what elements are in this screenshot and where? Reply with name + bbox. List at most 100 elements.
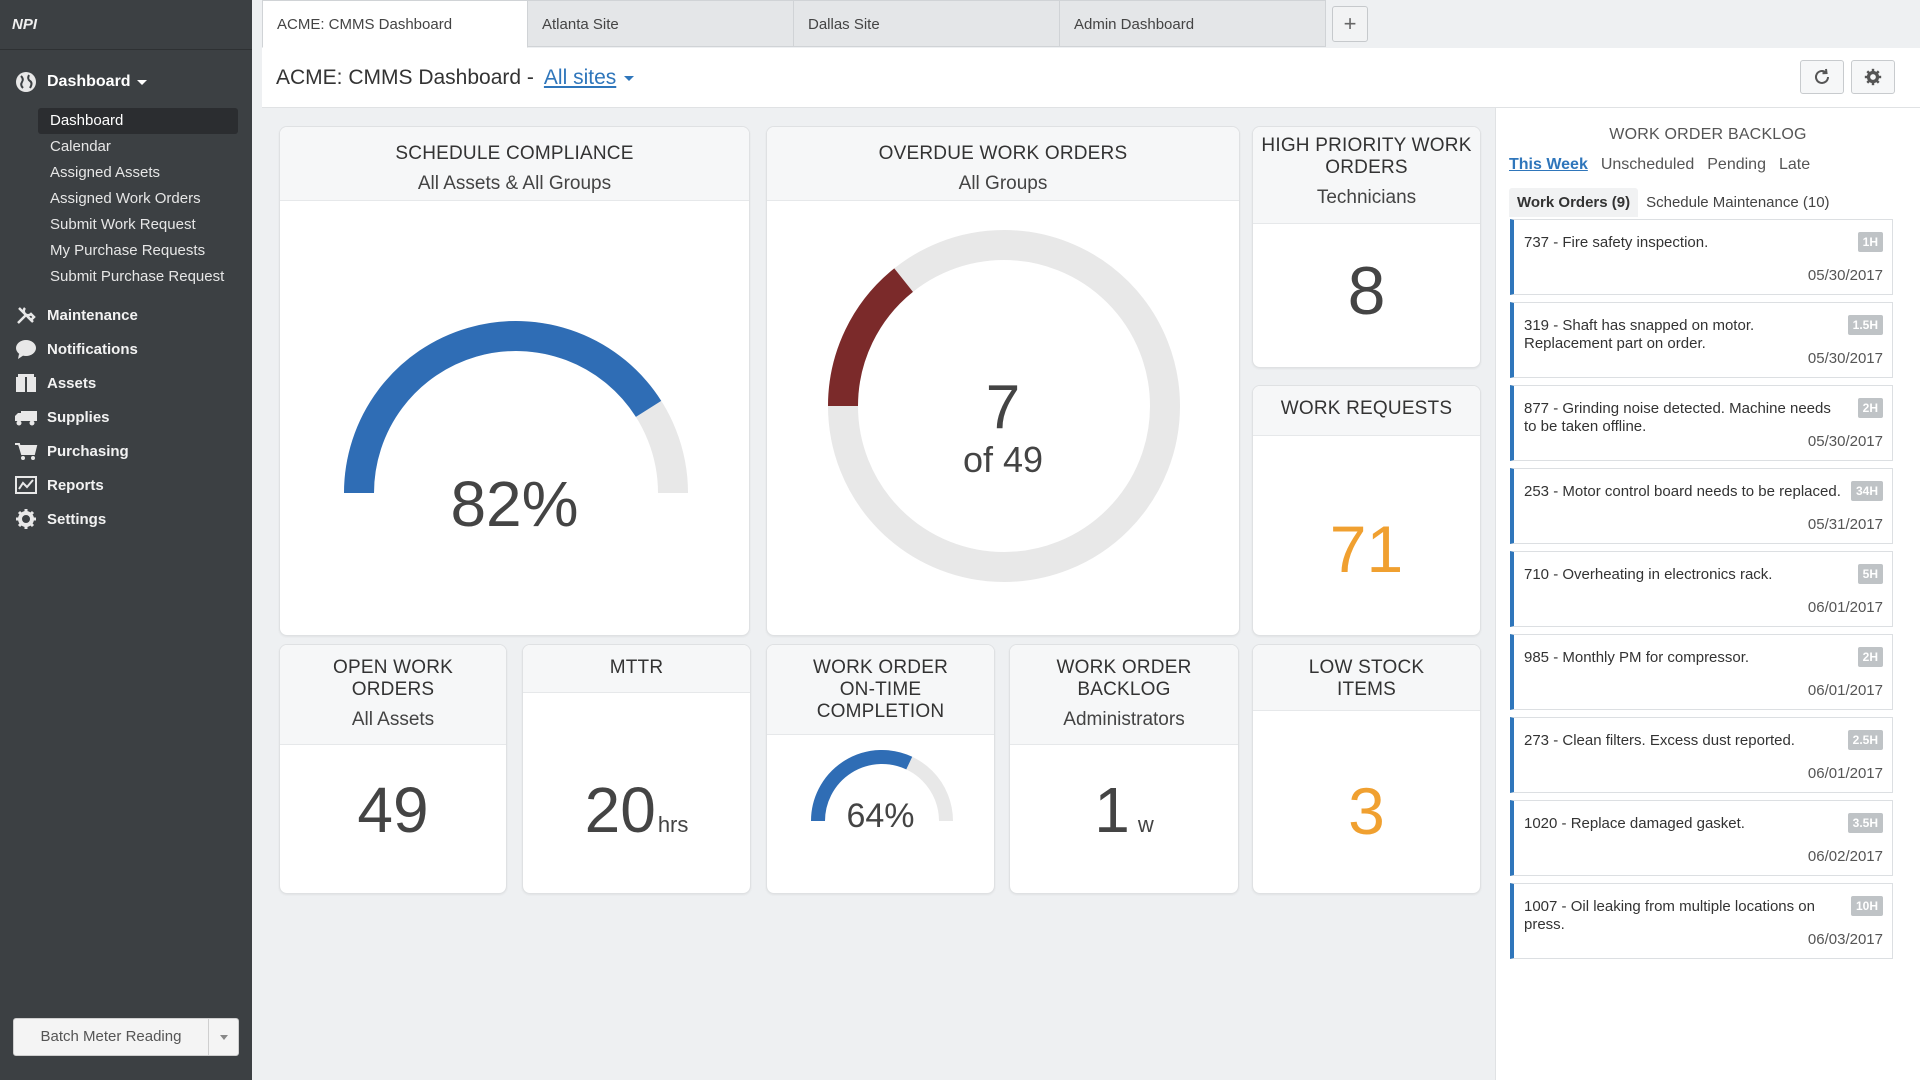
tab-atlanta-site[interactable]: Atlanta Site xyxy=(528,0,794,47)
list-item[interactable]: 1007 - Oil leaking from multiple locatio… xyxy=(1510,883,1893,959)
nav-dashboard[interactable]: Dashboard xyxy=(0,62,252,102)
nav-notifications[interactable]: Notifications xyxy=(0,332,252,366)
settings-button[interactable] xyxy=(1851,60,1895,94)
hours-badge: 1H xyxy=(1857,232,1883,252)
backlog-subtabs: Work Orders (9) Schedule Maintenance (10… xyxy=(1509,188,1920,217)
site-selector[interactable]: All sites xyxy=(543,66,617,89)
nav-purchasing[interactable]: Purchasing xyxy=(0,434,252,468)
chevron-down-icon xyxy=(624,75,635,81)
hours-badge: 2.5H xyxy=(1847,730,1883,750)
open-work-orders-value: 49 xyxy=(357,774,429,846)
refresh-button[interactable] xyxy=(1800,60,1844,94)
hours-badge: 2H xyxy=(1857,398,1883,418)
subnav-my-purchase-requests[interactable]: My Purchase Requests xyxy=(50,242,206,259)
nav-reports[interactable]: Reports xyxy=(0,468,252,502)
wrench-icon xyxy=(14,303,38,327)
nav-supplies[interactable]: Supplies xyxy=(0,400,252,434)
nav-maintenance[interactable]: Maintenance xyxy=(0,298,252,332)
nav-settings-label: Settings xyxy=(47,510,107,528)
gear-icon xyxy=(14,507,38,531)
list-item[interactable]: 985 - Monthly PM for compressor. 2H 06/01/… xyxy=(1510,634,1893,710)
subnav-dashboard[interactable]: Dashboard xyxy=(38,108,238,134)
backlog-filters: This Week Unscheduled Pending Late xyxy=(1509,156,1920,174)
gear-icon xyxy=(1864,68,1882,86)
subtab-schedule-maintenance[interactable]: Schedule Maintenance (10) xyxy=(1646,194,1830,211)
work-requests-card[interactable]: WORK REQUESTS 71 xyxy=(1252,385,1481,636)
work-order-description: 273 - Clean filters. Excess dust reporte… xyxy=(1524,732,1795,749)
high-priority-card[interactable]: HIGH PRIORITY WORK ORDERS Technicians 8 xyxy=(1252,126,1481,368)
batch-meter-reading-button[interactable]: Batch Meter Reading xyxy=(13,1018,239,1056)
card-title: OVERDUE WORK ORDERS xyxy=(878,143,1128,164)
mttr-unit: hrs xyxy=(657,812,689,837)
list-item[interactable]: 273 - Clean filters. Excess dust reporte… xyxy=(1510,717,1893,793)
card-header: LOW STOCK ITEMS xyxy=(1253,645,1480,711)
list-item[interactable]: 877 - Grinding noise detected. Machine n… xyxy=(1510,385,1893,461)
nav-assets-label: Assets xyxy=(47,374,97,392)
nav-settings[interactable]: Settings xyxy=(0,502,252,536)
work-order-description: 877 - Grinding noise detected. Machine n… xyxy=(1524,400,1831,435)
work-order-date: 06/03/2017 xyxy=(1807,931,1883,948)
nav-supplies-label: Supplies xyxy=(47,408,110,426)
subnav-assigned-assets[interactable]: Assigned Assets xyxy=(50,164,161,181)
nav-notifications-label: Notifications xyxy=(47,340,138,358)
nav-reports-label: Reports xyxy=(47,476,104,494)
nav-maintenance-label: Maintenance xyxy=(47,306,138,324)
card-header: OVERDUE WORK ORDERS All Groups xyxy=(767,127,1239,201)
low-stock-card[interactable]: LOW STOCK ITEMS 3 xyxy=(1252,644,1481,894)
chevron-down-icon xyxy=(219,1034,228,1040)
overdue-count: 7 xyxy=(985,373,1021,442)
add-tab-button[interactable]: + xyxy=(1332,6,1368,42)
work-order-date: 05/30/2017 xyxy=(1807,350,1883,367)
mttr-card[interactable]: MTTR 20hrs xyxy=(522,644,751,894)
card-header: WORK ORDER ON-TIME COMPLETION xyxy=(767,645,994,735)
card-title: LOW STOCK ITEMS xyxy=(1308,657,1425,700)
refresh-icon xyxy=(1815,68,1829,84)
card-header: OPEN WORK ORDERS All Assets xyxy=(280,645,506,745)
chart-icon xyxy=(14,473,38,497)
schedule-compliance-card[interactable]: SCHEDULE COMPLIANCE All Assets & All Gro… xyxy=(279,126,750,636)
card-title: WORK REQUESTS xyxy=(1280,398,1453,419)
on-time-completion-card[interactable]: WORK ORDER ON-TIME COMPLETION 64% xyxy=(766,644,995,894)
work-order-date: 06/02/2017 xyxy=(1807,848,1883,865)
work-order-description: 985 - Monthly PM for compressor. xyxy=(1524,649,1750,666)
open-work-orders-card[interactable]: OPEN WORK ORDERS All Assets 49 xyxy=(279,644,507,894)
list-item[interactable]: 737 - Fire safety inspection. 1H 05/30/201… xyxy=(1510,219,1893,295)
on-time-gauge xyxy=(811,750,953,822)
batch-meter-reading-label: Batch Meter Reading xyxy=(40,1028,182,1045)
filter-this-week[interactable]: This Week xyxy=(1509,156,1588,173)
work-order-date: 06/01/2017 xyxy=(1807,599,1883,616)
work-order-description: 253 - Motor control board needs to be re… xyxy=(1524,483,1841,500)
list-item[interactable]: 710 - Overheating in electronics rack. 5H… xyxy=(1510,551,1893,627)
tab-admin-dashboard[interactable]: Admin Dashboard xyxy=(1060,0,1326,47)
boxes-icon xyxy=(14,371,38,395)
subnav-submit-purchase-request[interactable]: Submit Purchase Request xyxy=(50,268,225,285)
truck-icon xyxy=(14,405,38,429)
overdue-work-orders-card[interactable]: OVERDUE WORK ORDERS All Groups 7 of 49 xyxy=(766,126,1240,636)
dashboard-grid: SCHEDULE COMPLIANCE All Assets & All Gro… xyxy=(262,108,1494,1080)
gauge-fill xyxy=(344,321,662,494)
page-header: ACME: CMMS Dashboard - All sites xyxy=(262,48,1920,108)
list-item[interactable]: 319 - Shaft has snapped on motor. Replac… xyxy=(1510,302,1893,378)
card-header: WORK REQUESTS xyxy=(1253,386,1480,436)
filter-late[interactable]: Late xyxy=(1778,156,1811,173)
dashboard-submenu: Dashboard Calendar Assigned Assets Assig… xyxy=(0,108,252,290)
nav-dashboard-label: Dashboard xyxy=(47,73,131,90)
filter-unscheduled[interactable]: Unscheduled xyxy=(1600,156,1695,173)
nav-assets[interactable]: Assets xyxy=(0,366,252,400)
batch-dropdown-toggle[interactable] xyxy=(208,1019,238,1055)
gauge-fill xyxy=(811,750,913,822)
tab-acme-dashboard[interactable]: ACME: CMMS Dashboard xyxy=(262,0,528,48)
card-subtitle: All Assets & All Groups xyxy=(417,173,612,194)
subnav-calendar[interactable]: Calendar xyxy=(50,138,111,155)
card-header: HIGH PRIORITY WORK ORDERS Technicians xyxy=(1253,127,1480,224)
tab-dallas-site[interactable]: Dallas Site xyxy=(794,0,1060,47)
subtab-work-orders[interactable]: Work Orders (9) xyxy=(1509,188,1639,217)
filter-pending[interactable]: Pending xyxy=(1707,156,1766,173)
subnav-assigned-work-orders[interactable]: Assigned Work Orders xyxy=(50,190,201,207)
list-item[interactable]: 1020 - Replace damaged gasket. 3.5H 06/02/… xyxy=(1510,800,1893,876)
subnav-submit-work-request[interactable]: Submit Work Request xyxy=(50,216,196,233)
work-order-list: 737 - Fire safety inspection. 1H 05/30/201… xyxy=(1510,219,1893,966)
list-item[interactable]: 253 - Motor control board needs to be re… xyxy=(1510,468,1893,544)
hours-badge: 1.5H xyxy=(1847,315,1883,335)
